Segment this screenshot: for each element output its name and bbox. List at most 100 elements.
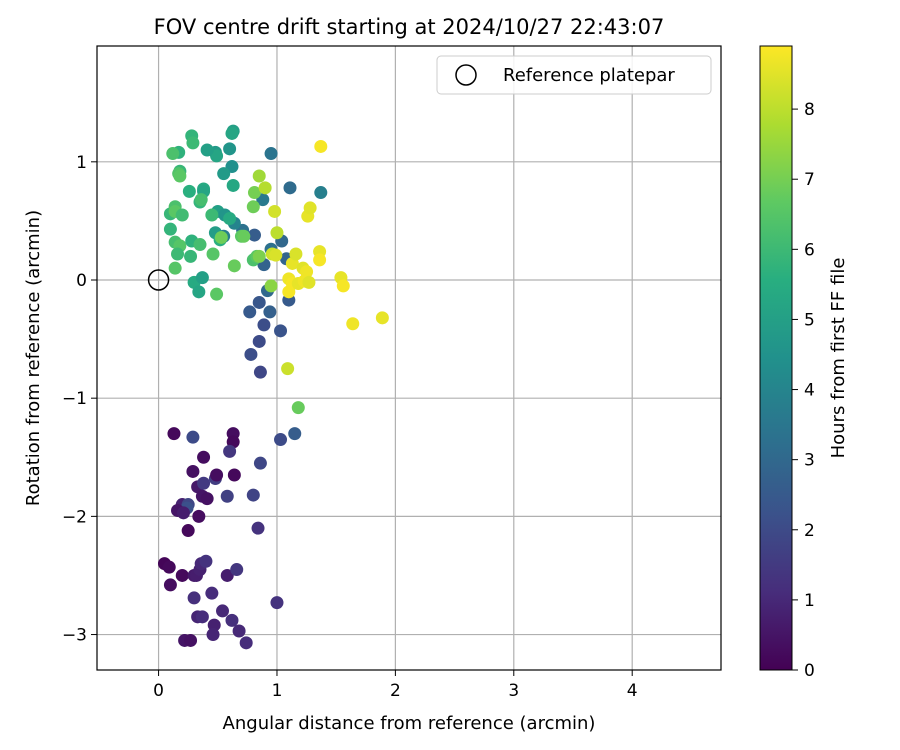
plot-frame <box>96 45 722 671</box>
data-point <box>269 248 283 262</box>
data-points <box>157 124 389 650</box>
data-point <box>244 347 258 361</box>
legend-label: Reference platepar <box>503 65 675 86</box>
data-point <box>206 628 220 642</box>
data-point <box>282 285 296 299</box>
x-tick-label: 0 <box>153 681 164 701</box>
data-point <box>163 578 177 592</box>
y-axis-label: Rotation from reference (arcmin) <box>23 210 44 506</box>
x-tick-label: 4 <box>627 681 638 701</box>
data-point <box>268 204 282 218</box>
data-point <box>270 596 284 610</box>
data-point <box>210 149 224 163</box>
data-point <box>314 139 328 153</box>
data-point <box>217 167 231 181</box>
data-point <box>289 247 303 261</box>
colorbar: 0 1 2 3 4 5 6 7 8 Hours from first FF file <box>759 45 849 681</box>
data-point <box>194 193 208 207</box>
data-point <box>186 464 200 478</box>
data-point <box>210 468 224 482</box>
data-point <box>206 247 220 261</box>
data-point <box>302 275 316 289</box>
colorbar-tick-label: 5 <box>804 310 815 330</box>
colorbar-tick-label: 3 <box>804 451 815 471</box>
data-point <box>281 362 295 376</box>
data-point <box>162 560 176 574</box>
data-point <box>288 427 302 441</box>
data-point <box>184 249 198 263</box>
data-point <box>210 287 224 301</box>
reference-platepar-marker <box>147 269 170 291</box>
data-point <box>186 430 200 444</box>
data-point <box>303 201 317 215</box>
data-point <box>186 136 200 150</box>
data-point <box>239 636 253 650</box>
data-point <box>173 169 187 183</box>
chart-title: FOV centre drift starting at 2024/10/27 … <box>154 15 665 39</box>
x-tick-label: 3 <box>508 681 519 701</box>
data-point <box>270 226 284 240</box>
data-point <box>184 633 198 647</box>
data-point <box>220 489 234 503</box>
data-point <box>243 305 257 319</box>
data-point <box>223 142 237 156</box>
reference-layer <box>147 269 170 291</box>
data-point <box>247 186 261 200</box>
x-tick-label: 2 <box>390 681 401 701</box>
data-point <box>223 444 237 458</box>
data-point <box>163 222 177 236</box>
data-point <box>181 524 195 538</box>
x-axis-ticks: 0 1 2 3 4 <box>153 670 638 701</box>
y-tick-label: 0 <box>76 271 87 291</box>
data-point <box>237 229 251 243</box>
y-axis-ticks: −3 −2 −1 0 1 <box>62 153 97 646</box>
data-point <box>195 271 209 285</box>
colorbar-tick-label: 1 <box>804 591 815 611</box>
colorbar-tick-label: 0 <box>804 661 815 681</box>
data-point <box>253 456 267 470</box>
y-tick-label: −2 <box>62 507 87 527</box>
data-point <box>246 200 260 214</box>
data-point <box>193 238 207 252</box>
data-point <box>263 305 277 319</box>
data-point <box>252 295 266 309</box>
data-point <box>176 506 190 520</box>
data-point <box>171 247 185 261</box>
data-point <box>314 186 328 200</box>
data-point <box>214 230 228 244</box>
data-point <box>166 147 180 161</box>
data-point <box>207 618 221 632</box>
data-point <box>192 509 206 523</box>
data-point <box>346 317 360 331</box>
data-point <box>197 450 211 464</box>
data-point <box>253 365 267 379</box>
data-point <box>257 318 271 332</box>
data-point <box>199 554 213 568</box>
data-point <box>200 143 214 157</box>
data-point <box>258 181 272 195</box>
legend: Reference platepar <box>436 55 712 95</box>
data-point <box>223 212 237 226</box>
data-point <box>274 433 288 447</box>
data-point <box>226 178 240 192</box>
data-point <box>216 604 230 618</box>
data-point <box>187 591 201 605</box>
data-point <box>264 147 278 161</box>
y-tick-label: −1 <box>62 389 87 409</box>
data-point <box>200 492 214 506</box>
data-point <box>167 427 181 441</box>
data-point <box>264 279 278 293</box>
data-point <box>313 253 327 267</box>
data-point <box>252 169 266 183</box>
colorbar-tick-label: 7 <box>804 170 815 190</box>
colorbar-tick-label: 8 <box>804 100 815 120</box>
data-point <box>336 279 350 293</box>
data-point <box>274 324 288 338</box>
legend-marker-icon <box>455 64 477 86</box>
data-point <box>291 401 305 415</box>
data-point <box>252 249 266 263</box>
data-point <box>182 184 196 198</box>
data-point <box>247 228 261 242</box>
data-point <box>246 488 260 502</box>
